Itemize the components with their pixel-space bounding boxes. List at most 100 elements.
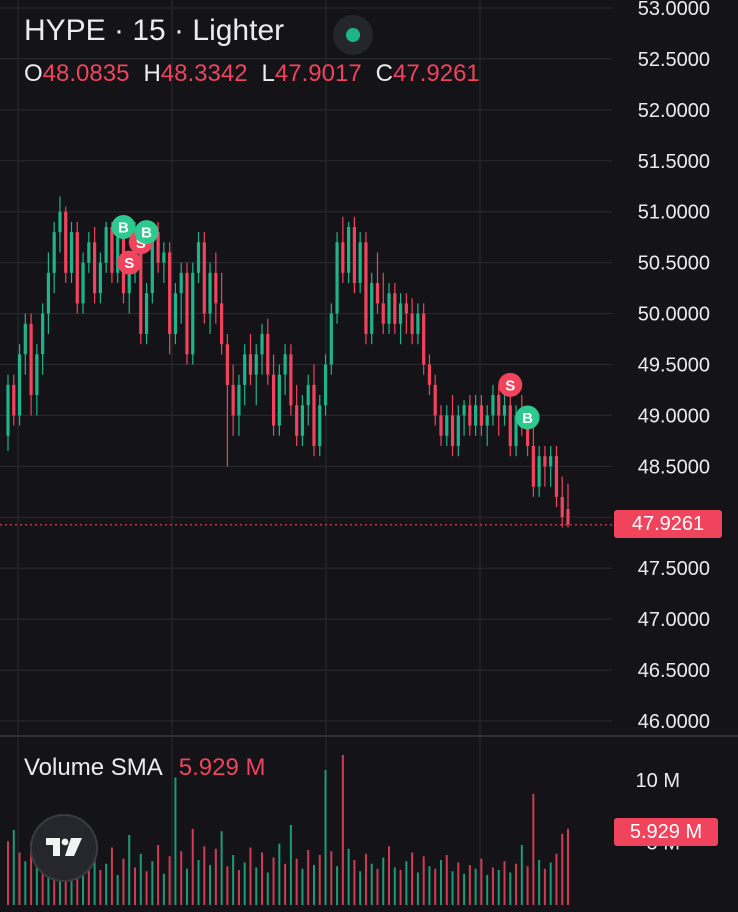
price-tick-label: 49.5000	[638, 355, 710, 377]
volume-bar	[243, 862, 246, 905]
candle-body	[202, 242, 206, 314]
price-tick-label: 49.0000	[638, 405, 710, 427]
buy-marker	[111, 214, 136, 239]
candle-body	[139, 226, 143, 334]
price-tick-label: 52.0000	[638, 100, 710, 122]
volume-bar	[162, 873, 165, 905]
candle-body	[439, 415, 443, 436]
tradingview-logo-icon[interactable]	[30, 814, 98, 882]
volume-bar	[561, 833, 564, 905]
price-tick-label: 47.0000	[638, 609, 710, 631]
candle-body	[52, 232, 56, 273]
volume-bar	[422, 856, 425, 905]
volume-legend: Volume SMA 5.929 M	[24, 754, 265, 782]
candle-body	[554, 456, 559, 497]
candle-body	[537, 456, 541, 487]
candle-body	[110, 226, 114, 273]
volume-bar	[532, 793, 535, 905]
ohlc-low: L47.9017	[261, 60, 362, 87]
volume-bar	[93, 837, 96, 905]
candle-body	[352, 226, 356, 284]
candle-body	[404, 303, 408, 314]
candle-body	[12, 384, 16, 416]
volume-bar	[428, 866, 431, 905]
candle-body	[375, 283, 380, 304]
volume-bar	[116, 875, 119, 905]
volume-bar	[197, 860, 200, 905]
volume-bar	[99, 870, 102, 905]
volume-bar	[341, 755, 344, 905]
candle-body	[196, 242, 201, 273]
ohlc-legend: O48.0835 H48.3342 L47.9017 C47.9261	[24, 60, 480, 88]
ohlc-high: H48.3342	[143, 60, 248, 87]
volume-bar	[24, 861, 27, 905]
candle-body	[300, 405, 305, 436]
volume-bar	[220, 831, 223, 905]
candle-body	[422, 313, 426, 365]
volume-bar	[82, 872, 85, 905]
candle-body	[179, 272, 183, 294]
candle-body	[289, 354, 293, 406]
volume-bar	[445, 855, 448, 905]
market-status-indicator[interactable]	[333, 15, 373, 55]
volume-bar	[278, 843, 281, 905]
trade-marker-label: B	[118, 219, 129, 236]
candle-body	[248, 354, 253, 375]
candle-body	[127, 272, 131, 294]
candle-body	[497, 395, 501, 416]
candle-body	[318, 405, 322, 446]
volume-bar	[474, 868, 477, 905]
volume-bar	[110, 847, 113, 905]
volume-bar	[411, 852, 414, 905]
volume-bar	[105, 863, 108, 905]
candle-body	[266, 333, 270, 375]
sell-marker	[117, 250, 142, 275]
candle-body	[525, 425, 530, 446]
candle-body	[549, 456, 553, 467]
candle-body	[341, 242, 345, 273]
volume-bar	[336, 866, 339, 905]
candle-body	[323, 364, 328, 406]
candle-body	[271, 374, 276, 426]
candle-body	[191, 272, 195, 355]
candle-body	[156, 232, 160, 263]
volume-bar	[376, 868, 379, 905]
volume-bar	[353, 860, 356, 905]
volume-bar	[503, 861, 506, 905]
candle-body	[75, 232, 79, 304]
volume-bar	[370, 863, 373, 905]
candle-body	[220, 303, 224, 345]
volume-bar	[405, 861, 408, 905]
trade-marker-label: S	[505, 377, 515, 394]
candle-body	[479, 405, 484, 426]
price-tick-label: 48.5000	[638, 456, 710, 478]
candle-body	[46, 272, 51, 314]
volume-bar	[416, 872, 419, 905]
volume-bar	[307, 850, 310, 905]
volume-bar	[301, 868, 304, 905]
buy-marker	[515, 405, 540, 430]
volume-bar	[134, 867, 137, 905]
volume-bar	[382, 857, 385, 905]
candle-body	[502, 405, 507, 416]
candle-body	[560, 496, 564, 518]
candle-body	[381, 303, 385, 324]
volume-bar	[330, 851, 333, 905]
candle-body	[162, 252, 166, 263]
volume-bar	[457, 862, 460, 905]
candle-body	[306, 384, 310, 406]
buy-marker	[134, 220, 159, 245]
volume-bar	[122, 858, 125, 905]
candle-body	[23, 323, 27, 355]
price-tick-label: 46.0000	[638, 711, 710, 733]
candle-body	[208, 272, 212, 314]
candle-body	[81, 262, 85, 304]
volume-bar	[87, 856, 90, 905]
candle-body	[29, 323, 33, 396]
candle-body	[283, 354, 287, 375]
candle-body	[185, 272, 189, 355]
price-tick-label: 51.0000	[638, 202, 710, 224]
volume-bar	[261, 852, 264, 905]
volume-bar	[295, 858, 298, 905]
